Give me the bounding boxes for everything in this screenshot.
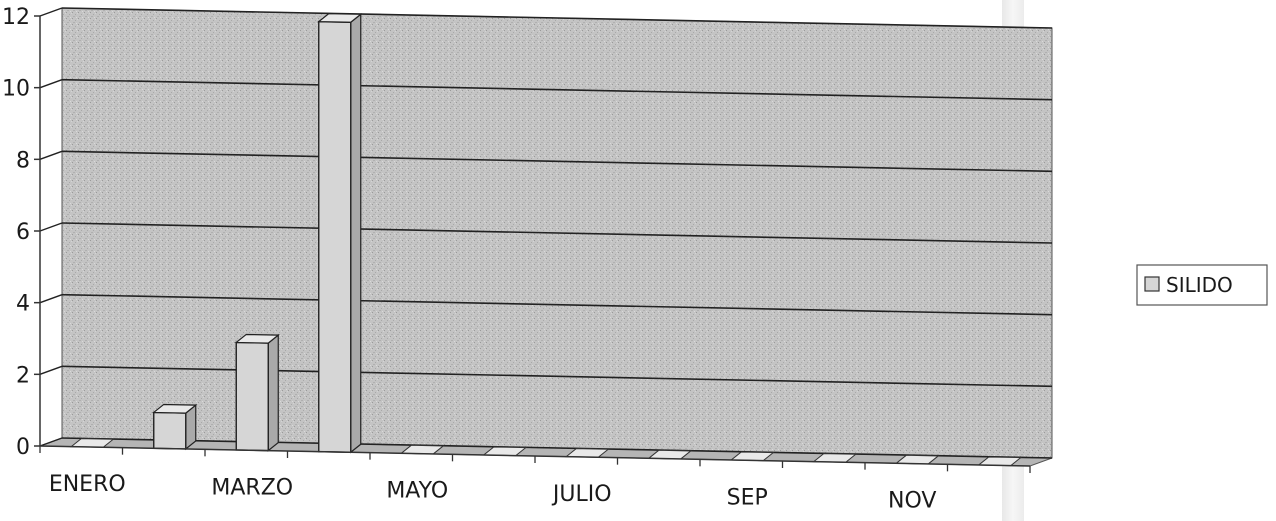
y-tick-label-4: 8 (16, 148, 30, 173)
bar-front (153, 411, 187, 450)
gridline-3 (61, 222, 1053, 244)
gridline-4 (61, 150, 1053, 173)
gridline-0 (61, 437, 1053, 459)
bar-side (267, 333, 279, 452)
gridline-1-side (39, 365, 63, 375)
plot-area (39, 7, 1053, 467)
bar-front (318, 20, 352, 453)
bar-febrero (152, 403, 198, 451)
bar-top (152, 403, 198, 414)
legend-label-silido: SILIDO (1166, 273, 1233, 297)
y-tick-label-5: 10 (2, 77, 30, 102)
y-tick-label-0: 0 (16, 435, 30, 460)
x-tick-label-mayo: MAYO (386, 479, 448, 504)
legend: SILIDO (1136, 264, 1268, 306)
bar-abril (317, 13, 363, 454)
y-tick-label-1: 2 (16, 363, 30, 388)
y-axis-ticks: 0 2 4 6 8 10 12 (2, 5, 40, 460)
gridline-3-side (39, 222, 63, 232)
gridline-4-side (39, 150, 63, 160)
bar-side (350, 13, 362, 454)
x-tick-label-enero: ENERO (49, 472, 126, 497)
bar-marzo (234, 333, 280, 452)
gridline-2 (61, 293, 1053, 316)
gridline-6-side (39, 7, 63, 17)
x-tick-label-marzo: MARZO (211, 475, 293, 500)
x-tick-label-julio: JULIO (551, 482, 612, 507)
gridline-6 (61, 7, 1053, 29)
x-tick-label-nov: NOV (888, 489, 936, 514)
bar-top (317, 13, 363, 23)
y-tick-label-3: 6 (16, 220, 30, 245)
gridline-1 (61, 365, 1053, 388)
bar-top (234, 333, 280, 344)
x-tick-label-sep: SEP (727, 485, 768, 510)
gridline-5-side (39, 79, 63, 89)
gridline-0-side (39, 437, 63, 447)
y-tick-label-6: 12 (2, 5, 30, 30)
gridlines (39, 7, 1053, 459)
bar-front (235, 341, 269, 452)
x-axis-ticks: ENERO MARZO MAYO JULIO SEP NOV (39, 446, 1031, 514)
y-tick-label-2: 4 (16, 292, 30, 317)
gridline-2-side (39, 294, 63, 304)
bars (69, 13, 1023, 467)
legend-swatch (1144, 276, 1160, 292)
gridline-5 (61, 78, 1053, 101)
